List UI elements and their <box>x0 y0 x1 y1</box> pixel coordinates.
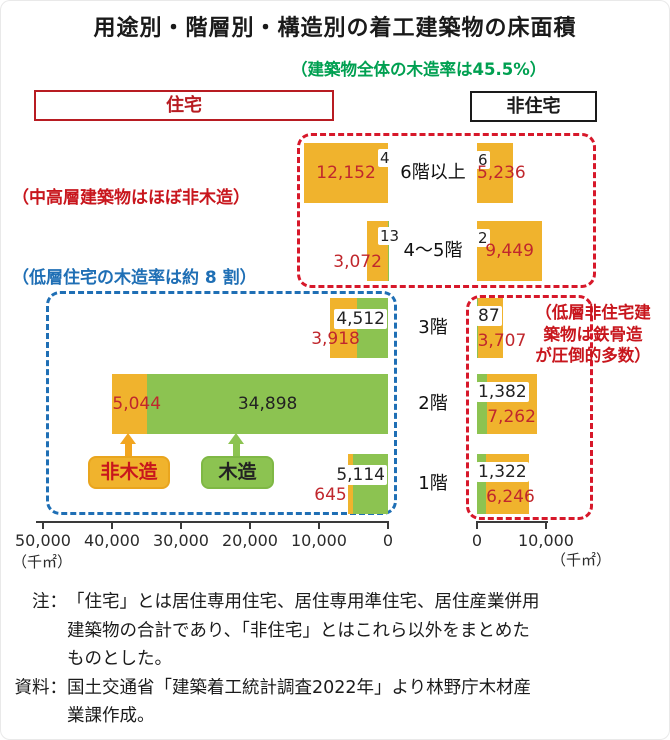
left-axis-tick-label: 50,000 <box>15 531 71 550</box>
nonres-bar-wood-segment <box>477 374 487 434</box>
left-axis-tick-label: 0 <box>382 531 394 550</box>
res-bar-nonwood-segment <box>304 143 388 203</box>
left-axis-tick-label: 10,000 <box>291 531 347 550</box>
left-axis-tick <box>387 521 389 529</box>
left-axis-tick <box>318 521 320 529</box>
nonres-wood-value: 6 <box>476 151 490 169</box>
annotation-low-rise-residential: （低層住宅の木造率は約 8 割） <box>12 268 257 288</box>
floor-label: 3階 <box>418 317 448 338</box>
floor-label: 6階以上 <box>400 162 466 183</box>
right-axis-tick <box>545 521 547 529</box>
annotation-mid-high-rise: （中高層建築物はほぼ非木造） <box>12 188 250 208</box>
left-axis-tick-label: 30,000 <box>153 531 209 550</box>
res-nonwood-value: 645 <box>314 485 347 505</box>
group-header-residential: 住宅 <box>34 90 334 121</box>
legend-non-wood: 非木造 <box>88 456 170 489</box>
group-header-non-residential: 非住宅 <box>470 91 597 122</box>
annotation-low-rise-non-residential: （低層非住宅建 築物は鉄骨造 が圧倒的多数） <box>535 303 651 365</box>
left-axis-tick-label: 40,000 <box>84 531 140 550</box>
nonres-wood-value: 1,322 <box>476 462 529 482</box>
dashed-box-low-rise-residential <box>46 291 397 515</box>
nonres-wood-value: 1,382 <box>476 382 529 402</box>
left-axis-tick <box>111 521 113 529</box>
nonres-wood-value: 87 <box>476 306 502 326</box>
source-label: 資料： <box>14 677 68 698</box>
res-nonwood-value: 12,152 <box>316 163 376 183</box>
note-source: 資料： 国土交通省「建築着工統計調査2022年」より林野庁木材産 業課作成。 <box>10 674 664 731</box>
dashed-box-low-rise-non-residential <box>466 295 593 520</box>
note-text: 「住宅」とは居住専用住宅、居住専用準住宅、居住産業併用 建築物の合計であり、「非… <box>67 592 540 669</box>
res-wood-value: 4 <box>378 149 392 167</box>
res-wood-value: 4,512 <box>334 309 387 329</box>
nonres-bar-wood-segment <box>477 454 487 514</box>
right-axis-unit-label: （千㎡） <box>551 551 612 569</box>
non-wood-arrow-icon <box>120 433 136 457</box>
left-axis-tick <box>249 521 251 529</box>
footnotes: 注： 「住宅」とは居住専用住宅、居住専用準住宅、居住産業併用 建築物の合計であり… <box>10 588 664 731</box>
dashed-box-mid-high-rise <box>297 133 596 288</box>
res-nonwood-value: 3,918 <box>311 329 360 349</box>
right-axis-tick <box>476 521 478 529</box>
floor-label: 4～5階 <box>403 240 463 261</box>
floor-label: 2階 <box>418 393 448 414</box>
right-axis-tick-label: 0 <box>471 531 483 550</box>
left-axis-line <box>36 521 389 523</box>
left-axis-tick-label: 20,000 <box>222 531 278 550</box>
legend-wood: 木造 <box>201 456 274 489</box>
res-wood-value: 34,898 <box>237 394 298 414</box>
res-nonwood-value: 3,072 <box>333 252 382 272</box>
floor-label: 1階 <box>418 473 448 494</box>
nonres-nonwood-value: 7,262 <box>487 407 536 427</box>
nonres-bar-wood-segment <box>477 298 478 358</box>
res-bar-wood-segment <box>147 374 388 434</box>
source-text: 国土交通省「建築着工統計調査2022年」より林野庁木材産 業課作成。 <box>67 677 532 727</box>
right-axis-tick-label: 10,000 <box>518 531 574 550</box>
res-wood-value: 5,114 <box>334 465 387 485</box>
left-axis-tick <box>180 521 182 529</box>
page-title: 用途別・階層別・構造別の着工建築物の床面積 <box>93 16 577 41</box>
res-bar-nonwood-segment <box>112 374 148 434</box>
left-axis-tick <box>42 521 44 529</box>
left-axis-unit-label: （千㎡） <box>12 553 73 571</box>
wood-arrow-icon <box>228 433 244 457</box>
nonres-nonwood-value: 6,246 <box>486 487 535 507</box>
right-axis-line <box>477 521 548 523</box>
note-definition: 注： 「住宅」とは居住専用住宅、居住専用準住宅、居住産業併用 建築物の合計であり… <box>10 588 664 674</box>
res-wood-value: 13 <box>378 227 402 245</box>
nonres-nonwood-value: 9,449 <box>485 241 534 261</box>
nonres-wood-value: 2 <box>476 229 490 247</box>
overall-wood-rate-subtitle: （建築物全体の木造率は45.5%） <box>291 60 547 79</box>
note-label: 注： <box>32 592 67 612</box>
